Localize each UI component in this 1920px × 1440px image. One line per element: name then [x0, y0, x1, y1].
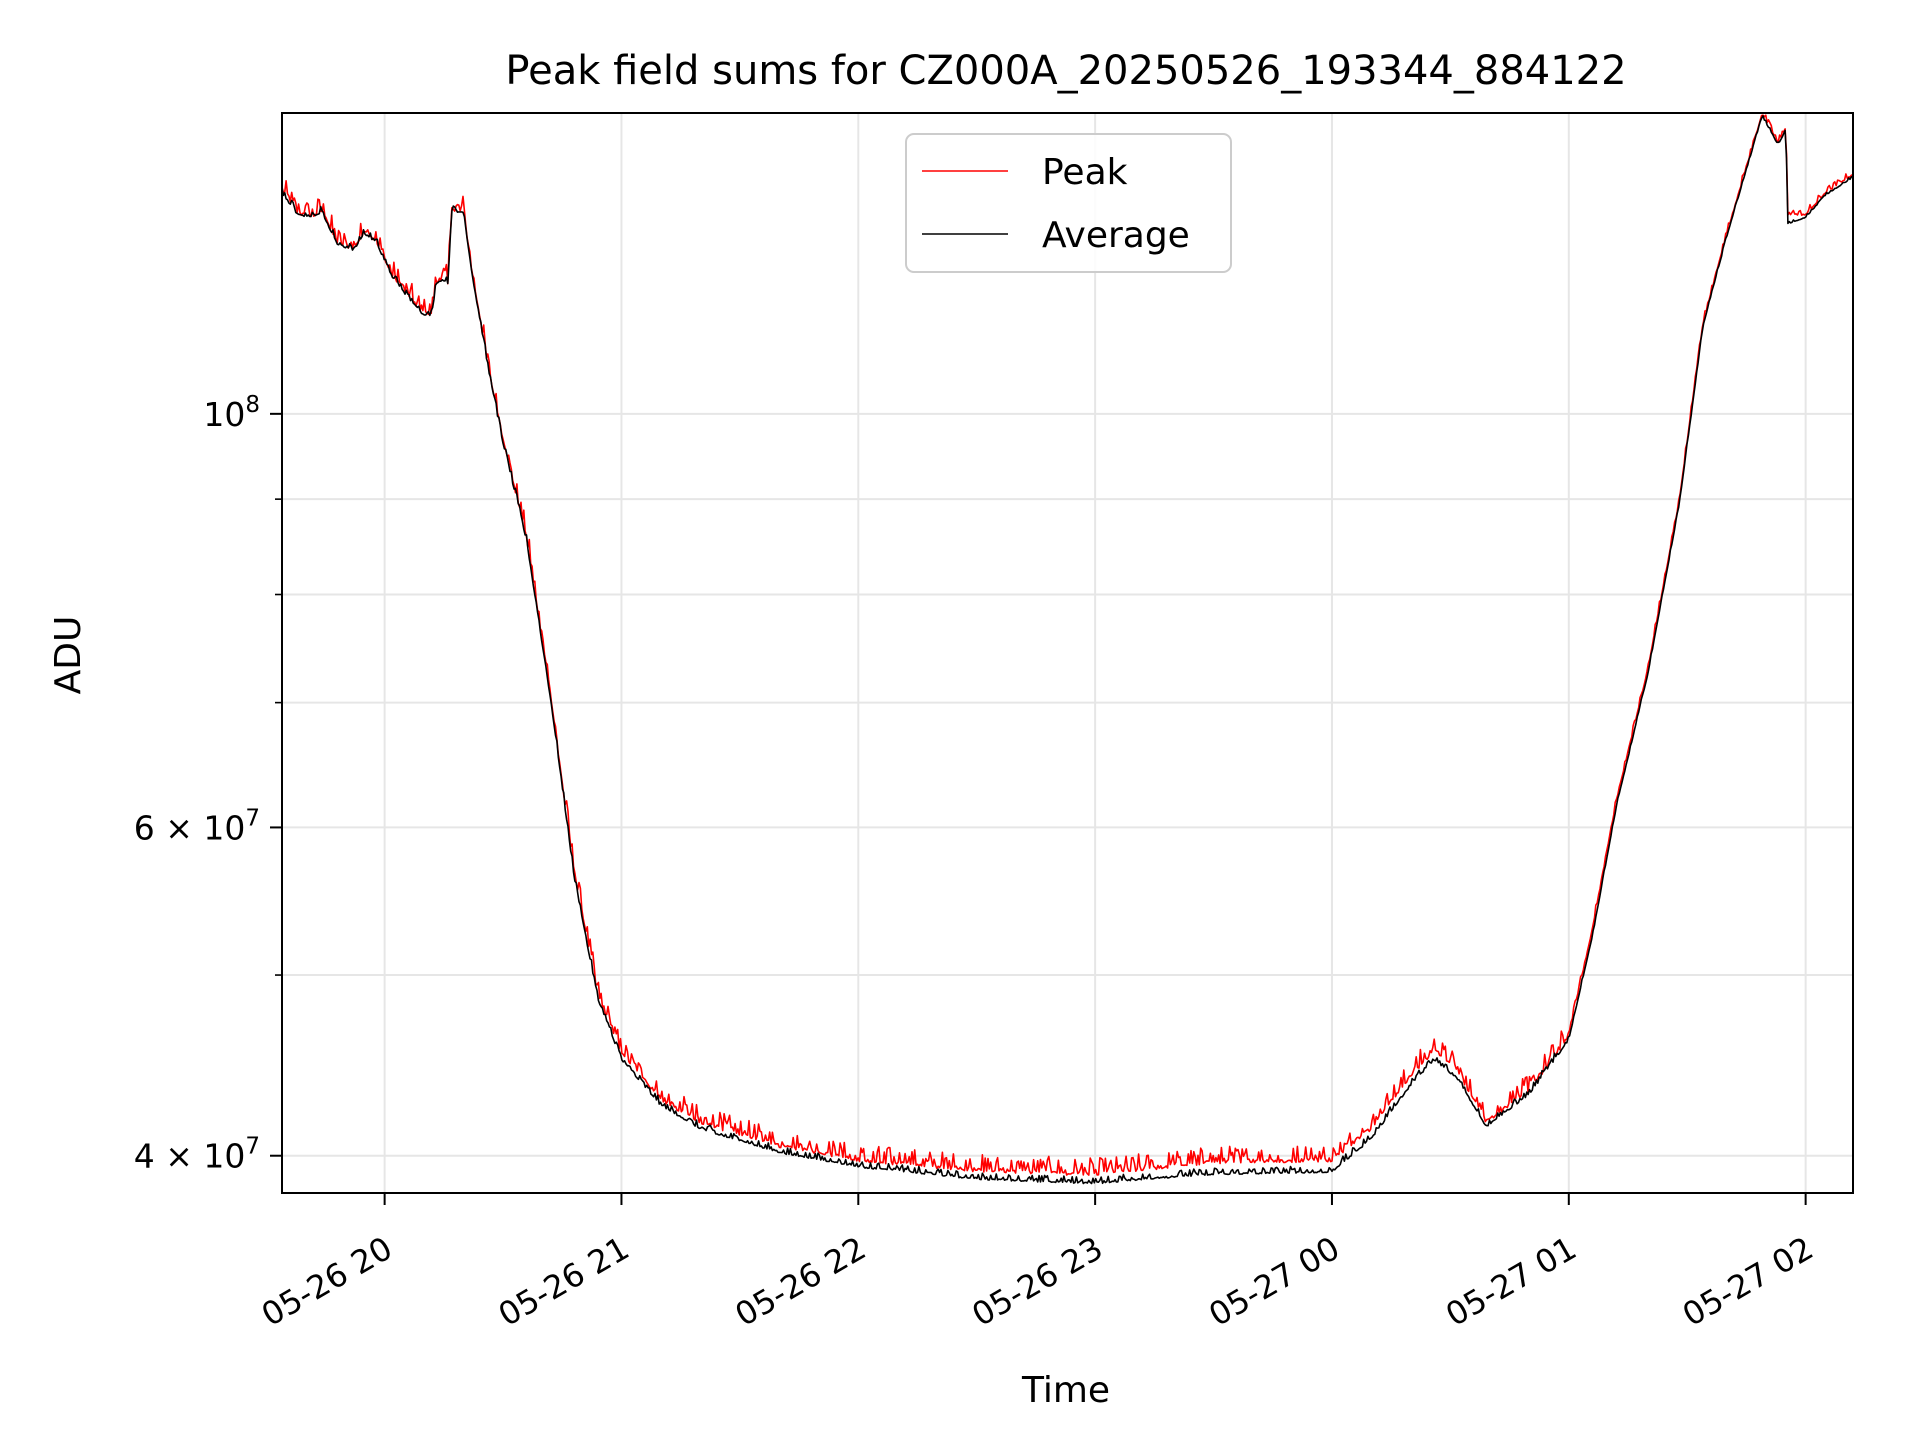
y-tick-label: 108: [203, 392, 260, 434]
legend: Peak Average: [905, 133, 1232, 273]
grid-lines: [282, 113, 1853, 1193]
y-axis-label: ADU: [48, 616, 89, 695]
x-axis-label: Time: [1021, 1370, 1110, 1411]
y-tick-label: 4 × 107: [134, 1134, 260, 1176]
legend-peak-label: Peak: [1042, 152, 1128, 193]
y-tick-label: 6 × 107: [134, 805, 260, 847]
chart-title: Peak field sums for CZ000A_20250526_1933…: [505, 48, 1626, 94]
series-lines: [282, 114, 1853, 1185]
plot-frame: [281, 112, 1854, 1194]
series-line-average: [282, 115, 1853, 1185]
legend-box: [905, 133, 1232, 273]
legend-average-label: Average: [1042, 215, 1190, 256]
series-line-peak: [282, 114, 1853, 1176]
